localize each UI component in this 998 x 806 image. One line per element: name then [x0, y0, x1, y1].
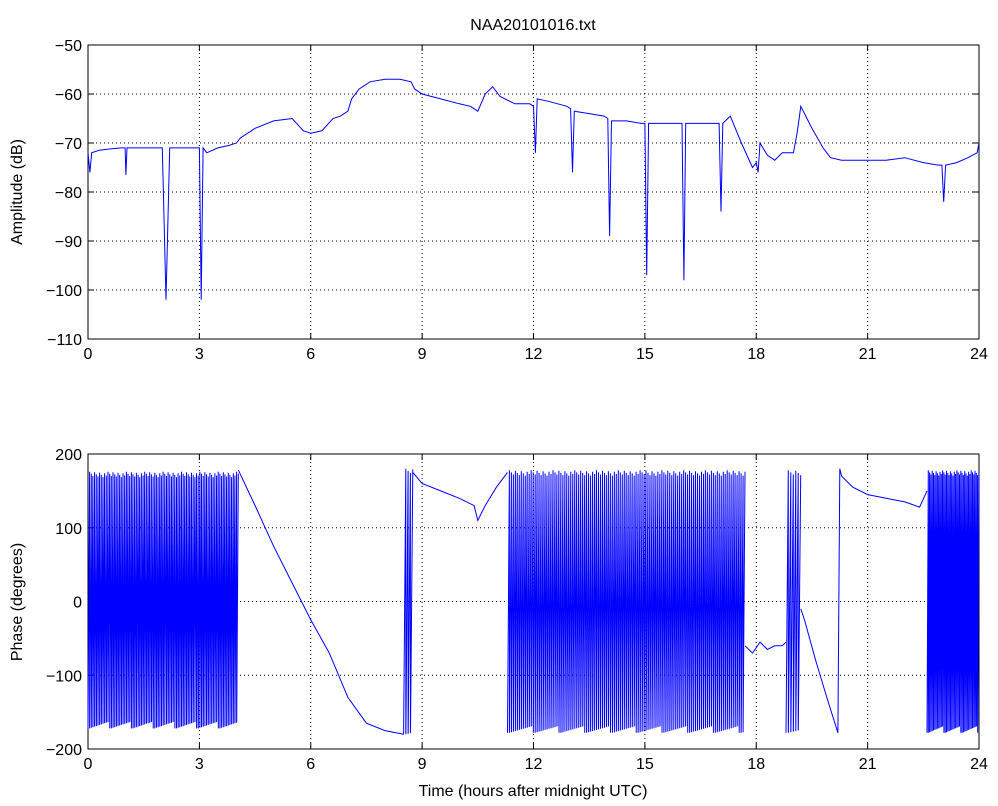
phase-y-axis-label: Phase (degrees)	[9, 543, 26, 661]
phase-ytick-label: 100	[55, 521, 82, 538]
phase-xtick-label: 9	[418, 756, 427, 773]
amplitude-ytick-label: −80	[55, 185, 82, 202]
amplitude-y-axis-label: Amplitude (dB)	[9, 139, 26, 245]
amplitude-trace	[87, 78, 980, 300]
phase-ytick-label: −100	[46, 668, 82, 685]
amplitude-xtick-label: 18	[747, 346, 765, 363]
amplitude-series-line	[87, 78, 980, 300]
phase-xtick-label: 0	[84, 756, 93, 773]
phase-xtick-label: 12	[525, 756, 543, 773]
chart-title: NAA20101016.txt	[470, 17, 596, 34]
amplitude-ytick-label: −90	[55, 234, 82, 251]
phase-series-segment	[507, 470, 746, 733]
phase-plot: 0 3 6 9 12 15 18 21 24 −200 −100 0 100 200 Phase (deg…	[9, 447, 988, 800]
amplitude-ytick-label: −110	[47, 332, 82, 349]
amplitude-xtick-label: 6	[306, 346, 315, 363]
amplitude-xtick-label: 15	[636, 346, 654, 363]
phase-xtick-label: 3	[195, 756, 204, 773]
phase-xtick-label: 18	[747, 756, 765, 773]
amplitude-xtick-label: 12	[525, 346, 543, 363]
amplitude-ytick-label: −70	[55, 136, 82, 153]
phase-ticks: 0 3 6 9 12 15 18 21 24 −200 −100 0 100 200	[46, 447, 988, 773]
phase-ytick-label: −200	[46, 742, 82, 759]
x-axis-label: Time (hours after midnight UTC)	[419, 783, 648, 800]
phase-xtick-label: 15	[636, 756, 654, 773]
phase-ytick-label: 200	[55, 447, 82, 464]
phase-series-segment	[403, 468, 414, 735]
amplitude-ticks: 0 3 6 9 12 15 18 21 24 −110 −100 −90 −80 −70 −60 −50	[46, 38, 988, 363]
amplitude-ytick-label: −60	[55, 87, 82, 104]
amplitude-xtick-label: 3	[195, 346, 204, 363]
phase-series-segment	[744, 641, 787, 654]
amplitude-ytick-label: −50	[55, 38, 82, 55]
phase-xtick-label: 6	[306, 756, 315, 773]
phase-series-segment	[926, 470, 980, 733]
phase-series-segment	[785, 470, 802, 733]
phase-xtick-label: 24	[970, 756, 988, 773]
amplitude-xtick-label: 21	[859, 346, 877, 363]
phase-xtick-label: 21	[859, 756, 877, 773]
amplitude-plot: 0 3 6 9 12 15 18 21 24 −110 −100 −90 −80 −70 −60 −50 Am…	[9, 38, 988, 363]
amplitude-xtick-label: 9	[418, 346, 427, 363]
phase-series-segment	[412, 472, 508, 522]
amplitude-xtick-label: 24	[970, 346, 988, 363]
phase-ytick-label: 0	[73, 595, 82, 612]
amplitude-xtick-label: 0	[84, 346, 93, 363]
phase-trace	[87, 468, 980, 735]
phase-series-segment	[800, 468, 928, 733]
phase-series-segment	[237, 469, 404, 735]
amplitude-ytick-label: −100	[46, 283, 82, 300]
phase-series-segment	[87, 471, 239, 729]
